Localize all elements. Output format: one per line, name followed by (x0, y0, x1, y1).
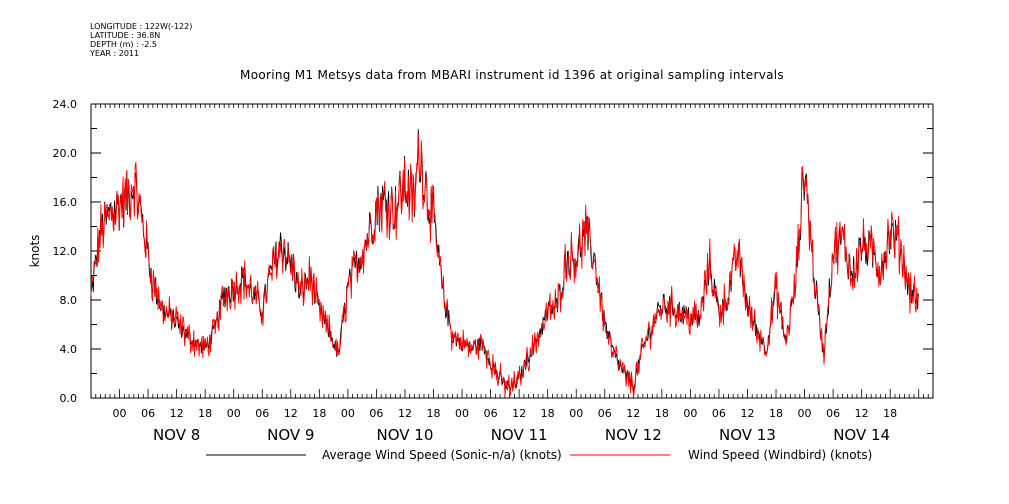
day-label: NOV 12 (605, 426, 662, 444)
x-tick-label: 06 (141, 407, 155, 420)
y-tick-label: 12.0 (53, 245, 78, 258)
x-tick-label: 00 (113, 407, 127, 420)
x-tick-label: 12 (284, 407, 298, 420)
legend-label-windbird-wind-speed: Wind Speed (Windbird) (knots) (688, 448, 872, 462)
longitude-line: LONGITUDE : 122W(-122) (90, 22, 193, 31)
day-label: NOV 9 (267, 426, 314, 444)
x-tick-label: 00 (569, 407, 583, 420)
x-tick-label: 06 (598, 407, 612, 420)
x-tick-label: 00 (683, 407, 697, 420)
x-tick-label: 00 (341, 407, 355, 420)
depth-line: DEPTH (m) : -2.5 (90, 40, 157, 49)
y-tick-label: 4.0 (60, 343, 78, 356)
x-tick-label: 00 (227, 407, 241, 420)
y-tick-label: 0.0 (60, 392, 78, 405)
x-tick-label: 12 (740, 407, 754, 420)
y-axis-label: knots (28, 235, 42, 268)
x-tick-label: 12 (855, 407, 869, 420)
x-tick-label: 06 (369, 407, 383, 420)
x-tick-label: 18 (541, 407, 555, 420)
plot-frame (90, 103, 934, 399)
series-line-average-wind-speed (90, 129, 919, 392)
legend-label-average-wind-speed: Average Wind Speed (Sonic-n/a) (knots) (322, 448, 562, 462)
x-tick-label: 06 (826, 407, 840, 420)
metadata-block: LONGITUDE : 122W(-122) LATITUDE : 36.8N … (90, 22, 192, 58)
day-label: NOV 13 (719, 426, 776, 444)
x-tick-label: 00 (455, 407, 469, 420)
x-tick-label: 18 (769, 407, 783, 420)
x-tick-label: 18 (312, 407, 326, 420)
x-tick-label: 06 (484, 407, 498, 420)
x-tick-label: 12 (398, 407, 412, 420)
x-tick-label: 18 (427, 407, 441, 420)
y-tick-label: 8.0 (60, 294, 78, 307)
x-tick-label: 12 (512, 407, 526, 420)
day-label: NOV 11 (491, 426, 548, 444)
x-tick-label: 18 (655, 407, 669, 420)
x-tick-label: 12 (170, 407, 184, 420)
day-label: NOV 10 (377, 426, 434, 444)
x-tick-label: 06 (255, 407, 269, 420)
y-tick-label: 20.0 (53, 147, 78, 160)
x-tick-label: 06 (712, 407, 726, 420)
y-tick-label: 24.0 (53, 98, 78, 111)
chart-title: Mooring M1 Metsys data from MBARI instru… (240, 68, 784, 82)
series-line-windbird-wind-speed (90, 133, 919, 397)
y-tick-label: 16.0 (53, 196, 78, 209)
day-label: NOV 14 (833, 426, 890, 444)
day-label: NOV 8 (153, 426, 200, 444)
year-line: YEAR : 2011 (90, 49, 140, 58)
x-tick-label: 12 (626, 407, 640, 420)
x-tick-label: 18 (198, 407, 212, 420)
x-tick-label: 00 (798, 407, 812, 420)
latitude-line: LATITUDE : 36.8N (90, 31, 161, 40)
x-tick-label: 18 (883, 407, 897, 420)
